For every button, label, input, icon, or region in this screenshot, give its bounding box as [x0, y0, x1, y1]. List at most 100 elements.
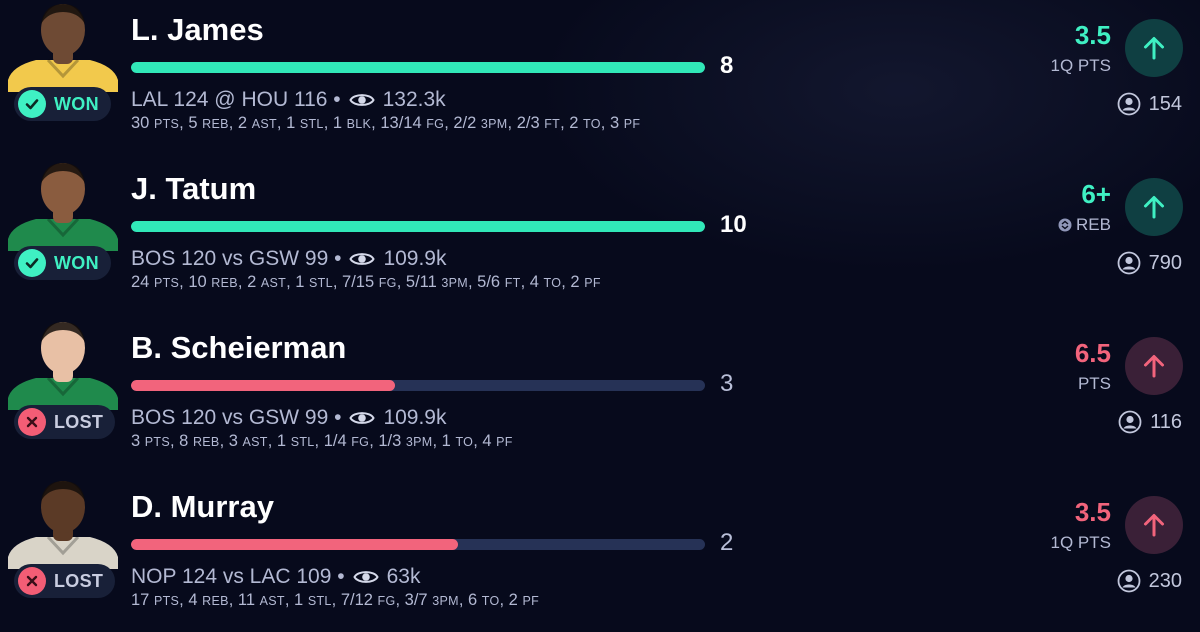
stat-type: 1Q PTS: [1050, 56, 1111, 75]
stat-unit: FG: [426, 117, 445, 131]
stat-value: 6: [467, 591, 478, 609]
stat-unit: FG: [351, 435, 370, 449]
check-icon: [18, 90, 46, 118]
stat-line: 24 PTS, 10 REB, 2 AST, 1 STL, 7/15 FG, 5…: [131, 273, 601, 291]
game-info: BOS 120 vs GSW 99 • 109.9k: [131, 406, 447, 430]
user-count: 154: [1148, 92, 1182, 115]
stat-value: 11: [237, 591, 256, 609]
game-score: BOS 120 vs GSW 99 •: [131, 406, 342, 429]
stat-value: 30: [131, 114, 150, 132]
stat-value: 2: [237, 114, 248, 132]
result-label: WON: [54, 252, 99, 273]
arrow-up-icon: [1139, 192, 1169, 222]
stat-unit: PTS: [153, 276, 180, 290]
player-avatar: [8, 477, 118, 569]
result-badge: WON: [14, 87, 111, 121]
stat-unit: STL: [299, 117, 324, 131]
user-icon: [1117, 569, 1141, 593]
stat-value: 10: [188, 273, 207, 291]
stat-value: 4: [482, 432, 492, 450]
game-score: LAL 124 @ HOU 116 •: [131, 88, 341, 111]
player-name[interactable]: D. Murray: [131, 489, 274, 524]
pick-card[interactable]: WON L. James 8 LAL 124 @ HOU 116 • 132.3k 30 …: [0, 0, 1200, 155]
stat-value: 1/4: [323, 432, 347, 450]
game-info: BOS 120 vs GSW 99 • 109.9k: [131, 247, 447, 271]
stat-unit: BLK: [346, 117, 372, 131]
over-arrow-button[interactable]: [1125, 337, 1183, 395]
x-icon: [18, 408, 46, 436]
stat-unit: TO: [481, 594, 500, 608]
pick-card[interactable]: LOST B. Scheierman 3 BOS 120 vs GSW 99 • 109…: [0, 318, 1200, 473]
stat-unit: TO: [583, 117, 601, 131]
result-badge: WON: [14, 246, 111, 280]
stat-value: 1: [295, 273, 305, 291]
pick-count[interactable]: 116: [1118, 410, 1182, 434]
result-badge: LOST: [14, 564, 116, 598]
over-arrow-button[interactable]: [1125, 496, 1183, 554]
stat-unit: AST: [259, 594, 285, 608]
stat-type: PTS: [1077, 374, 1111, 393]
progress-bar: [131, 539, 705, 550]
stat-value: 1: [441, 432, 451, 450]
pick-line-value: 6+: [1081, 179, 1111, 209]
x-icon: [18, 567, 46, 595]
player-name[interactable]: B. Scheierman: [131, 330, 347, 365]
stat-unit: PF: [623, 117, 641, 131]
user-icon: [1117, 251, 1141, 275]
stat-unit: 3PM: [405, 435, 433, 449]
stat-unit: TO: [543, 276, 562, 290]
player-name[interactable]: L. James: [131, 12, 264, 47]
over-arrow-button[interactable]: [1125, 178, 1183, 236]
eye-icon: [349, 409, 376, 427]
stat-value: 3: [609, 114, 620, 132]
eye-icon: [352, 568, 379, 586]
stat-unit: PTS: [144, 435, 170, 449]
user-icon: [1117, 92, 1141, 116]
player-name[interactable]: J. Tatum: [131, 171, 257, 206]
stat-type: REB: [1076, 215, 1111, 234]
stat-unit: 3PM: [441, 276, 468, 290]
stat-unit: PF: [496, 435, 513, 449]
view-count: 109.9k: [383, 247, 447, 270]
progress-fill: [131, 62, 705, 73]
stat-unit: TO: [455, 435, 474, 449]
pick-line-value: 6.5: [1074, 338, 1111, 368]
player-avatar: [8, 0, 118, 92]
stat-type: 1Q PTS: [1050, 533, 1111, 552]
stat-value: 4: [529, 273, 539, 291]
stat-unit: AST: [260, 276, 287, 290]
stat-value: 3: [228, 432, 238, 450]
stat-value: 2: [247, 273, 257, 291]
pick-count[interactable]: 154: [1117, 92, 1182, 116]
pick-count[interactable]: 230: [1117, 569, 1182, 593]
stat-line: 17 PTS, 4 REB, 11 AST, 1 STL, 7/12 FG, 3…: [131, 591, 540, 609]
progress-value: 10: [720, 211, 747, 238]
progress-value: 3: [720, 370, 734, 397]
pick-count[interactable]: 790: [1117, 251, 1182, 275]
pick-line-label: PTS: [1078, 374, 1111, 394]
stat-value: 2/3: [516, 114, 540, 132]
progress-fill: [131, 380, 396, 391]
progress-bar: [131, 221, 705, 232]
user-count: 116: [1150, 410, 1182, 433]
pick-card[interactable]: WON J. Tatum 10 BOS 120 vs GSW 99 • 109.9k 2 4…: [0, 159, 1200, 314]
stat-value: 5: [188, 114, 198, 132]
stat-value: 1: [332, 114, 343, 132]
user-icon: [1118, 410, 1142, 434]
stat-line: 30 PTS, 5 REB, 2 AST, 1 STL, 1 BLK, 13/1…: [131, 114, 641, 132]
pick-line-label: REB: [1058, 215, 1111, 235]
over-arrow-button[interactable]: [1125, 19, 1183, 77]
pick-card[interactable]: LOST D. Murray 2 NOP 124 vs LAC 109 • 63k 17 …: [0, 477, 1200, 632]
stat-unit: REB: [211, 276, 238, 290]
stat-unit: FG: [377, 594, 396, 608]
pick-line-label: 1Q PTS: [1051, 56, 1111, 76]
stat-value: 1: [276, 432, 287, 450]
stat-value: 4: [188, 591, 198, 609]
stat-unit: STL: [307, 594, 332, 608]
pick-line-value: 3.5: [1074, 497, 1111, 527]
stat-line: 3 PTS, 8 REB, 3 AST, 1 STL, 1/4 FG, 1/3 …: [131, 432, 513, 450]
stat-unit: STL: [309, 276, 333, 290]
view-count: 63k: [386, 565, 421, 588]
stat-unit: PF: [522, 594, 540, 608]
stat-unit: 3PM: [432, 594, 459, 608]
